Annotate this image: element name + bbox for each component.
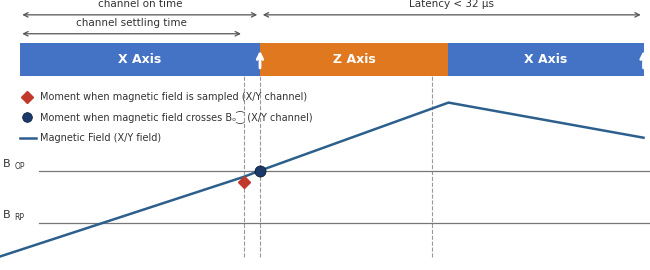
Text: X Axis: X Axis: [118, 53, 161, 66]
Bar: [20, 43, 260, 76]
Text: Z Axis: Z Axis: [333, 53, 376, 66]
Text: Moment when magnetic field is sampled (X/Y channel): Moment when magnetic field is sampled (X…: [40, 92, 307, 102]
Text: Magnetic Field (X/Y field): Magnetic Field (X/Y field): [40, 133, 161, 143]
Text: RP: RP: [14, 213, 24, 222]
Text: B: B: [3, 210, 11, 220]
Text: channel on time: channel on time: [98, 0, 182, 9]
Text: B: B: [3, 159, 11, 169]
Text: OP: OP: [14, 162, 25, 171]
Text: X Axis: X Axis: [525, 53, 567, 66]
Text: Latency < 32 μs: Latency < 32 μs: [410, 0, 494, 9]
Text: channel settling time: channel settling time: [76, 18, 187, 28]
Text: Moment when magnetic field crosses Bₒ⁐ (X/Y channel): Moment when magnetic field crosses Bₒ⁐ (…: [40, 111, 313, 124]
Bar: [448, 43, 644, 76]
Bar: [260, 43, 448, 76]
